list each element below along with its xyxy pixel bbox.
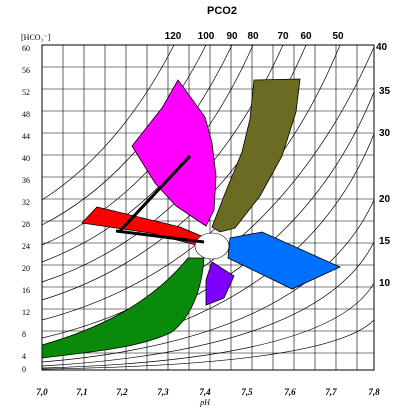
metabolic-acidosis-region (41, 257, 205, 359)
ph-tick: 7,1 (76, 387, 87, 397)
respiratory-alkalosis-region (227, 231, 341, 290)
pco2-top-label: 50 (332, 31, 344, 42)
ph-axis-label: pH (199, 398, 211, 407)
respiratory-acidosis-chronic-region (131, 79, 217, 227)
hco3-tick: 24 (22, 242, 30, 251)
pco2-top-label: 120 (165, 31, 182, 42)
ph-tick: 7,3 (157, 387, 169, 397)
pco2-title: PCO2 (207, 5, 237, 17)
pco2-right-label: 35 (379, 86, 391, 97)
compensation-lines (115, 154, 205, 244)
hco3-tick: 44 (22, 132, 30, 141)
normal-range-ellipse (194, 232, 230, 260)
plot-area (41, 44, 375, 371)
hco3-tick: 4 (22, 352, 26, 361)
ph-tick: 7,5 (241, 387, 253, 397)
acute-respiratory-alkalosis-region (205, 261, 235, 306)
ph-tick: 7,6 (284, 387, 296, 397)
pco2-right-label: 20 (379, 194, 391, 205)
hco3-tick: 16 (22, 286, 30, 295)
pco2-top-label: 90 (226, 31, 238, 42)
hco3-tick: 60 (22, 44, 30, 53)
hco3-tick: 40 (22, 154, 30, 163)
metabolic-alkalosis-region (211, 78, 301, 233)
hco3-axis-label: [HCO₃⁻] (21, 33, 51, 42)
pco2-top-label: 80 (247, 31, 259, 42)
hco3-tick: 56 (22, 66, 30, 75)
pco2-right-label: 15 (379, 236, 391, 247)
hco3-tick: 48 (22, 110, 30, 119)
ph-tick: 7,8 (368, 387, 380, 397)
ph-tick: 7,2 (116, 387, 128, 397)
pco2-top-label: 70 (277, 31, 289, 42)
pco2-right-label: 30 (379, 128, 391, 139)
hco3-tick: 28 (22, 220, 30, 229)
pco2-top-label: 60 (300, 31, 312, 42)
pco2-right-label: 40 (376, 42, 388, 53)
ph-tick: 7,0 (36, 387, 48, 397)
hco3-tick: 32 (22, 198, 30, 207)
hco3-tick: 36 (22, 176, 30, 185)
pco2-top-label: 100 (198, 31, 215, 42)
ph-tick: 7,7 (325, 387, 337, 397)
pco2-right-label: 10 (379, 278, 391, 289)
hco3-tick: 20 (22, 264, 30, 273)
hco3-tick: 0 (22, 365, 26, 374)
hco3-tick: 8 (22, 330, 26, 339)
hco3-tick: 52 (22, 88, 30, 97)
ph-tick: 7,4 (199, 387, 211, 397)
hco3-tick: 12 (22, 308, 30, 317)
